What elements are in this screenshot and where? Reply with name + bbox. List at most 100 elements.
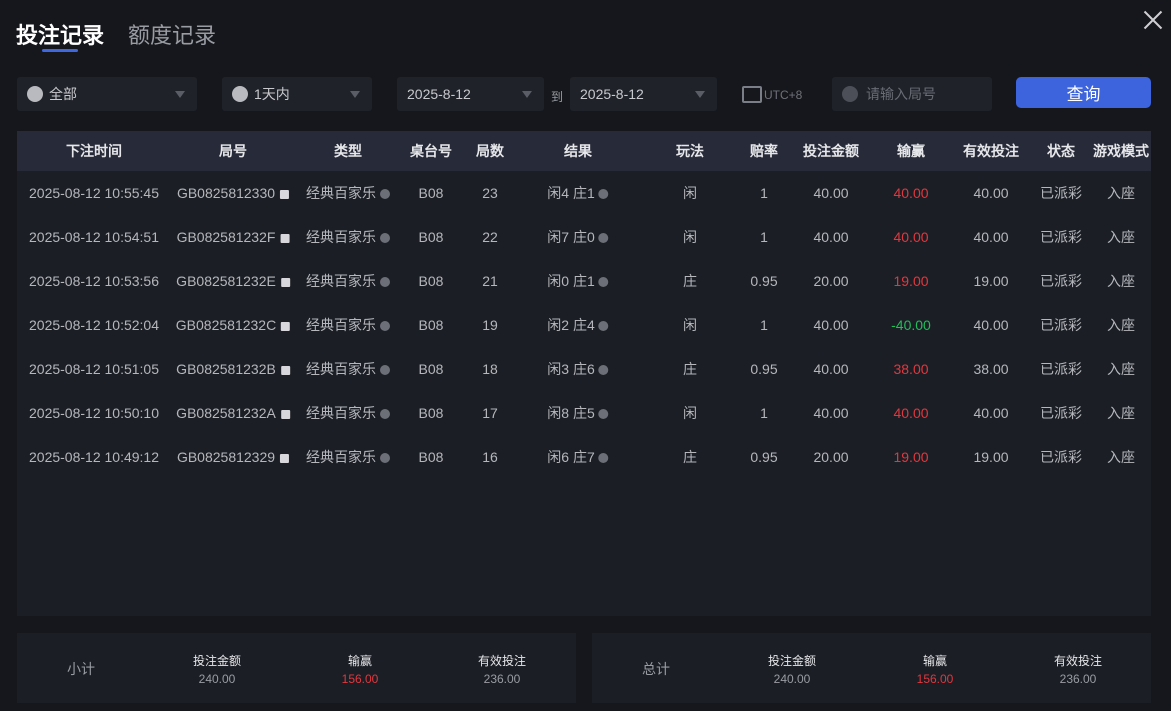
copy-icon[interactable] [280, 234, 290, 243]
odds: 1 [760, 317, 768, 333]
period-select[interactable]: 1天内 [222, 77, 372, 111]
play-icon[interactable] [380, 233, 390, 243]
total-bet: 240.00 [773, 672, 811, 686]
play-icon[interactable] [380, 277, 390, 287]
win-loss-cell: 19.00 [893, 273, 928, 289]
play-icon[interactable] [380, 453, 390, 463]
bet-type: 庄 [683, 449, 697, 465]
round-no: 16 [482, 449, 498, 465]
subtotal-bet-label: 投注金额 [192, 654, 241, 668]
result: 闲6 庄7 [547, 449, 595, 465]
result: 闲4 庄1 [547, 185, 595, 201]
column-header-game-type: 类型 [334, 143, 362, 159]
bet-type-cell: 闲 [683, 315, 697, 335]
bet-type-cell: 庄 [683, 359, 697, 379]
tabs: 投注记录 额度记录 [16, 18, 217, 52]
status: 已派彩 [1040, 185, 1082, 201]
total-panel: 总计 投注金额 240.00 输赢 156.00 有效投注 236.00 [592, 633, 1151, 703]
bet-amount-cell: 20.00 [813, 449, 848, 465]
tab-credit-records[interactable]: 额度记录 [128, 23, 217, 48]
win-loss: 19.00 [893, 273, 929, 289]
info-icon[interactable] [598, 453, 609, 463]
game-mode: 入座 [1107, 229, 1135, 245]
close-icon[interactable] [1141, 8, 1165, 32]
copy-icon[interactable] [281, 322, 291, 331]
game-mode: 入座 [1107, 185, 1135, 201]
round-no: 21 [482, 273, 498, 289]
copy-icon[interactable] [280, 190, 290, 199]
valid-bet: 19.00 [973, 273, 1009, 289]
info-icon[interactable] [598, 189, 609, 199]
column-header-bet-amount: 投注金额 [803, 143, 859, 159]
bet-time-cell: 2025-08-12 10:49:12 [29, 449, 159, 465]
table-no: B08 [418, 361, 444, 377]
tab-bet-records[interactable]: 投注记录 [16, 18, 104, 52]
valid-bet-cell: 40.00 [973, 229, 1008, 245]
timezone-button[interactable]: UTC+8 [742, 86, 802, 103]
game-type: 经典百家乐 [306, 405, 376, 421]
bet-amount: 40.00 [813, 361, 849, 377]
status-cell: 已派彩 [1040, 183, 1082, 203]
valid-bet-cell: 40.00 [973, 317, 1008, 333]
round-id-cell: GB082581232B [176, 361, 290, 377]
valid-bet: 40.00 [973, 317, 1009, 333]
result-cell: 闲8 庄5 [547, 403, 609, 423]
caret-down-icon [695, 91, 705, 98]
column-header-result: 结果 [564, 143, 592, 159]
result: 闲2 庄4 [547, 317, 595, 333]
result-cell: 闲4 庄1 [547, 183, 609, 203]
round-search-input[interactable] [866, 86, 986, 102]
copy-icon[interactable] [280, 366, 290, 375]
play-icon[interactable] [380, 365, 390, 375]
valid-bet-cell: 19.00 [973, 449, 1008, 465]
play-icon[interactable] [380, 321, 390, 331]
game-mode-cell: 入座 [1107, 227, 1135, 247]
round-no: 18 [482, 361, 498, 377]
copy-icon[interactable] [280, 278, 290, 287]
bet-amount-cell: 40.00 [813, 361, 848, 377]
bet-amount: 40.00 [813, 405, 849, 421]
odds: 1 [760, 229, 768, 245]
info-icon[interactable] [598, 409, 609, 419]
round-id-cell: GB082581232F [177, 229, 290, 245]
date-from-select[interactable]: 2025-8-12 [397, 77, 544, 111]
round-no: 22 [482, 229, 498, 245]
game-mode: 入座 [1107, 405, 1135, 421]
bet-type-cell: 庄 [683, 271, 697, 291]
game-type: 经典百家乐 [306, 317, 376, 333]
round-id: GB082581232A [176, 405, 276, 421]
date-to-select[interactable]: 2025-8-12 [570, 77, 717, 111]
win-loss-cell: -40.00 [891, 317, 931, 333]
play-icon[interactable] [380, 189, 390, 199]
info-icon[interactable] [598, 233, 609, 243]
win-loss-cell: 40.00 [893, 405, 928, 421]
total-win-label: 输赢 [922, 654, 947, 668]
bet-type: 庄 [683, 273, 697, 289]
column-header-valid-bet: 有效投注 [963, 143, 1019, 159]
query-button[interactable]: 查询 [1016, 77, 1151, 108]
round-search-field[interactable] [832, 77, 992, 111]
win-loss-cell: 40.00 [893, 185, 928, 201]
to-label: 到 [551, 90, 564, 104]
copy-icon[interactable] [280, 454, 290, 463]
game-filter-select[interactable]: 全部 [17, 77, 197, 111]
round-id-cell: GB0825812330 [177, 185, 290, 201]
game-mode-cell: 入座 [1107, 447, 1135, 467]
copy-icon[interactable] [280, 410, 290, 419]
result: 闲7 庄0 [547, 229, 595, 245]
info-icon[interactable] [598, 365, 609, 375]
subtotal-panel: 小计 投注金额 240.00 输赢 156.00 有效投注 236.00 [17, 633, 576, 703]
win-loss: 40.00 [893, 185, 929, 201]
round-id-cell: GB082581232E [176, 273, 290, 289]
subtotal-valid-label: 有效投注 [477, 654, 526, 668]
info-icon[interactable] [598, 321, 609, 331]
bet-amount: 40.00 [813, 317, 849, 333]
bet-amount: 20.00 [813, 273, 849, 289]
result: 闲8 庄5 [547, 405, 595, 421]
table-no-cell: B08 [419, 229, 444, 245]
play-icon[interactable] [380, 409, 390, 419]
status: 已派彩 [1040, 273, 1082, 289]
info-icon[interactable] [598, 277, 609, 287]
bet-time: 2025-08-12 10:49:12 [29, 449, 159, 465]
bet-time-cell: 2025-08-12 10:53:56 [29, 273, 159, 289]
